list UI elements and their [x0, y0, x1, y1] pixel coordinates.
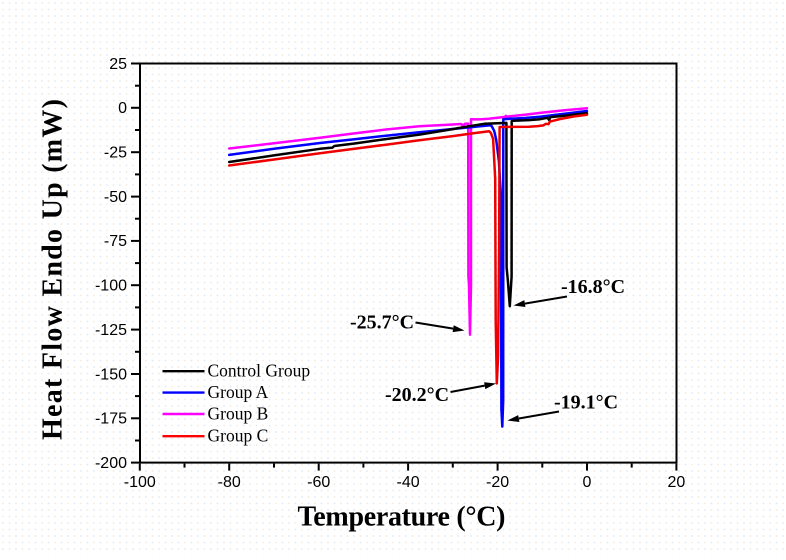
svg-text:Group C: Group C — [208, 426, 269, 446]
svg-text:-25: -25 — [104, 145, 127, 162]
svg-text:-100: -100 — [95, 278, 127, 295]
svg-text:25: 25 — [109, 56, 127, 73]
svg-text:-20: -20 — [486, 474, 509, 491]
svg-text:Group A: Group A — [208, 382, 269, 402]
svg-text:Group B: Group B — [208, 404, 269, 424]
svg-text:-25.7°C: -25.7°C — [350, 312, 414, 334]
svg-text:-150: -150 — [95, 366, 127, 383]
svg-text:-100: -100 — [124, 474, 156, 491]
svg-text:Temperature (°C): Temperature (°C) — [298, 502, 506, 533]
svg-text:-16.8°C: -16.8°C — [561, 276, 625, 298]
svg-text:-50: -50 — [104, 189, 127, 206]
svg-text:-20.2°C: -20.2°C — [385, 384, 449, 406]
svg-text:-19.1°C: -19.1°C — [554, 392, 618, 414]
svg-text:-40: -40 — [397, 474, 420, 491]
svg-text:0: 0 — [118, 100, 127, 117]
svg-text:20: 20 — [668, 474, 686, 491]
svg-text:-60: -60 — [307, 474, 330, 491]
svg-text:-175: -175 — [95, 411, 127, 428]
svg-text:Heat Flow Endo Up (mW): Heat Flow Endo Up (mW) — [38, 99, 69, 440]
svg-text:-200: -200 — [95, 455, 127, 472]
svg-text:-75: -75 — [104, 233, 127, 250]
svg-text:Control Group: Control Group — [208, 361, 311, 381]
svg-text:-80: -80 — [218, 474, 241, 491]
svg-text:-125: -125 — [95, 322, 127, 339]
svg-text:0: 0 — [583, 474, 592, 491]
